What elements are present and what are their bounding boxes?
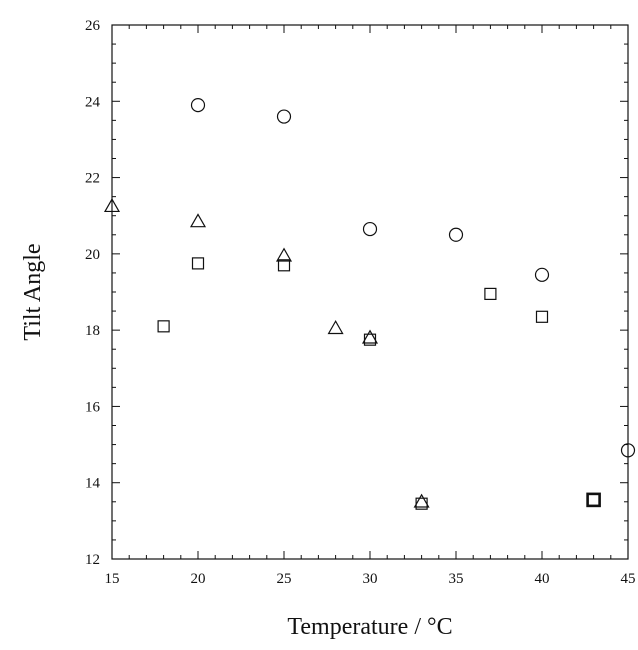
circle-point — [620, 443, 636, 458]
x-tick-label: 45 — [621, 571, 636, 587]
x-tick-label: 25 — [277, 571, 292, 587]
y-tick-label: 22 — [85, 171, 100, 187]
y-tick-label: 20 — [85, 247, 100, 263]
triangle-point — [413, 493, 430, 508]
x-tick-label: 35 — [449, 571, 464, 587]
square-point — [277, 259, 291, 272]
square-point — [191, 257, 205, 270]
triangle-point — [327, 320, 344, 335]
x-tick-label: 30 — [363, 571, 378, 587]
y-tick-labels: 12 14 16 18 20 22 24 26 — [85, 18, 101, 568]
circle-point — [276, 109, 292, 124]
square-point — [363, 333, 377, 346]
circle-point — [190, 97, 206, 113]
triangle-point — [361, 329, 379, 344]
square-point — [157, 320, 170, 333]
circle-point — [448, 227, 464, 242]
y-tick-label: 18 — [85, 323, 100, 339]
x-tick-label: 15 — [105, 571, 120, 587]
square-point — [535, 310, 549, 323]
y-tick-label: 14 — [85, 476, 101, 492]
y-tick-label: 24 — [85, 94, 101, 110]
y-tick-label: 26 — [85, 18, 101, 34]
x-axis-label: Temperature / °C — [287, 614, 452, 640]
data-markers — [103, 97, 636, 510]
x-tick-label: 20 — [191, 571, 206, 587]
triangle-point — [275, 247, 293, 262]
square-point-bold — [586, 492, 601, 508]
square-point — [415, 497, 428, 510]
square-point — [484, 287, 497, 301]
circle-point — [362, 221, 378, 237]
y-tick-label: 16 — [85, 399, 101, 415]
triangle-point — [189, 213, 207, 228]
triangle-point — [103, 197, 121, 213]
y-tick-label: 12 — [85, 552, 100, 568]
circle-point — [534, 267, 550, 282]
y-axis-label: Tilt Angle — [20, 243, 46, 340]
x-tick-labels: 15 20 25 30 35 40 45 — [105, 571, 636, 587]
plot-frame — [111, 24, 629, 560]
x-tick-label: 40 — [535, 571, 550, 587]
axis-ticks — [111, 24, 629, 560]
